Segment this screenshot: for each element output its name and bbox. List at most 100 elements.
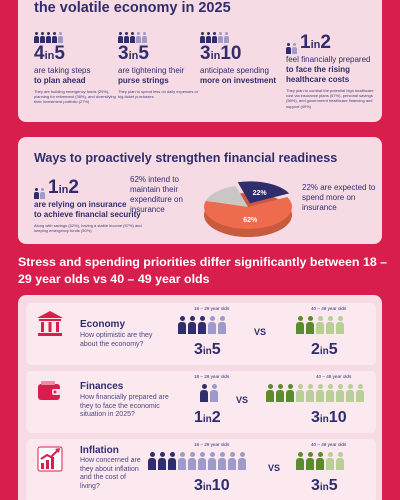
- person-icon-filled: [212, 32, 217, 43]
- pie-slice: [203, 197, 292, 229]
- person-icon-empty: [142, 32, 147, 43]
- person-icon-filled: [130, 32, 135, 43]
- people-icon-group: [34, 32, 118, 43]
- priority-title: Inflation: [80, 445, 119, 456]
- person-icon-filled: [168, 452, 176, 470]
- priorities-heading: Stress and spending priorities differ si…: [18, 255, 388, 286]
- insurance-pie-chart: 22% 62%: [203, 181, 292, 237]
- stat-description: feel financially prepared to face the ris…: [286, 55, 371, 84]
- person-icon-empty: [198, 452, 206, 470]
- person-icon-empty: [228, 452, 236, 470]
- young-people-icons: [178, 316, 226, 334]
- old-people-icons: [296, 452, 344, 470]
- stat-description: are tightening their purse strings: [118, 66, 185, 85]
- stat-insurance: 1in2 are relying on insurance to achieve …: [34, 177, 146, 233]
- stat-footnote: Along with savings (62%), having a stabl…: [34, 223, 142, 234]
- stat-description: are taking steps to plan ahead: [34, 66, 91, 85]
- person-icon-filled: [200, 384, 208, 402]
- person-icon-filled: [148, 452, 156, 470]
- stat-fraction: 1in2: [48, 177, 79, 198]
- person-icon-filled: [316, 452, 324, 470]
- stat-plan-ahead: 4in5 are taking steps to plan ahead They …: [34, 32, 118, 105]
- stat-fraction: 3in10: [200, 43, 242, 64]
- person-icon-empty: [292, 43, 297, 54]
- person-icon-filled: [306, 316, 314, 334]
- priority-row-inflation: Inflation How concerned are they about i…: [26, 439, 376, 500]
- priority-row-finances: Finances How financially prepared are th…: [26, 371, 376, 433]
- priority-question: How concerned are they about inflation a…: [80, 457, 141, 490]
- stat-head: 1in2: [286, 32, 378, 54]
- person-icon-filled: [118, 32, 123, 43]
- old-group-label: 40 – 49 year olds: [311, 442, 347, 447]
- young-group-label: 18 – 29 year olds: [194, 374, 230, 379]
- person-icon-empty: [326, 452, 334, 470]
- person-icon-empty: [238, 452, 246, 470]
- person-icon-filled: [200, 32, 205, 43]
- old-people-icons: [296, 316, 344, 334]
- person-icon-empty: [316, 316, 324, 334]
- person-icon-filled: [206, 32, 211, 43]
- person-icon-filled: [296, 452, 304, 470]
- person-icon-empty: [40, 188, 45, 199]
- person-icon-empty: [210, 384, 218, 402]
- person-icon-empty: [336, 452, 344, 470]
- callout-maintain: 62% intend to maintain their expenditure…: [130, 175, 183, 214]
- person-icon-empty: [218, 452, 226, 470]
- insurance-card: Ways to proactively strengthen financial…: [18, 137, 382, 244]
- person-icon-filled: [158, 452, 166, 470]
- stat-fraction: 1in2: [300, 32, 331, 53]
- stat-tightening: 3in5 are tightening their purse strings T…: [118, 32, 202, 99]
- person-icon-filled: [124, 32, 129, 43]
- old-fraction: 2in5: [311, 341, 338, 358]
- pie-slice: [237, 181, 290, 204]
- person-icon-filled: [34, 32, 39, 43]
- person-icon-filled: [40, 32, 45, 43]
- person-icon-empty: [136, 32, 141, 43]
- young-people-icons: [200, 384, 218, 402]
- vs-label: VS: [254, 327, 267, 337]
- old-group-label: 40 – 49 year olds: [316, 374, 352, 379]
- people-icon-group: [118, 32, 202, 43]
- priority-question: How financially prepared are they to fac…: [80, 394, 169, 418]
- young-fraction: 3in5: [194, 341, 221, 358]
- stat-fraction: 4in5: [34, 43, 65, 64]
- person-icon-empty: [336, 384, 344, 402]
- person-icon-empty: [218, 32, 223, 43]
- person-icon-empty: [356, 384, 364, 402]
- person-icon-empty: [178, 452, 186, 470]
- stat-fraction: 3in5: [118, 43, 149, 64]
- person-icon-filled: [198, 316, 206, 334]
- people-icon-group: [200, 32, 284, 43]
- bank-icon: [37, 311, 63, 336]
- person-icon-filled: [276, 384, 284, 402]
- stat-footnote: They plan to combat the potential high h…: [286, 88, 374, 109]
- section-title: the volatile economy in 2025: [34, 0, 231, 16]
- vs-label: VS: [236, 395, 249, 405]
- stat-description: anticipate spending more on investment: [200, 66, 277, 85]
- young-group-label: 18 – 29 year olds: [194, 442, 230, 447]
- person-icon-filled: [52, 32, 57, 43]
- person-icon-empty: [208, 452, 216, 470]
- person-icon-empty: [224, 32, 229, 43]
- young-people-icons: [148, 452, 246, 470]
- person-icon-filled: [296, 316, 304, 334]
- person-icon-filled: [286, 384, 294, 402]
- priority-title: Finances: [80, 381, 124, 392]
- person-icon-filled: [178, 316, 186, 334]
- person-icon-empty: [58, 32, 63, 43]
- person-icon-filled: [306, 452, 314, 470]
- person-icon-empty: [326, 316, 334, 334]
- priority-question: How optimistic are they about the econom…: [80, 332, 153, 348]
- old-fraction: 3in5: [311, 477, 338, 494]
- person-icon-filled: [34, 188, 39, 199]
- person-icon-empty: [336, 316, 344, 334]
- old-fraction: 3in10: [311, 409, 347, 426]
- callout-spend-more: 22% are expected to spend more on insura…: [302, 183, 376, 212]
- stat-healthcare: 1in2 feel financially prepared to face th…: [286, 32, 378, 109]
- pie-slice-label: 62%: [243, 217, 258, 224]
- stat-description: are relying on insurance to achieve finan…: [34, 200, 141, 219]
- priority-title: Economy: [80, 319, 126, 330]
- person-icon-empty: [346, 384, 354, 402]
- old-group-label: 40 – 49 year olds: [311, 306, 347, 311]
- section-title: Ways to proactively strengthen financial…: [34, 151, 338, 165]
